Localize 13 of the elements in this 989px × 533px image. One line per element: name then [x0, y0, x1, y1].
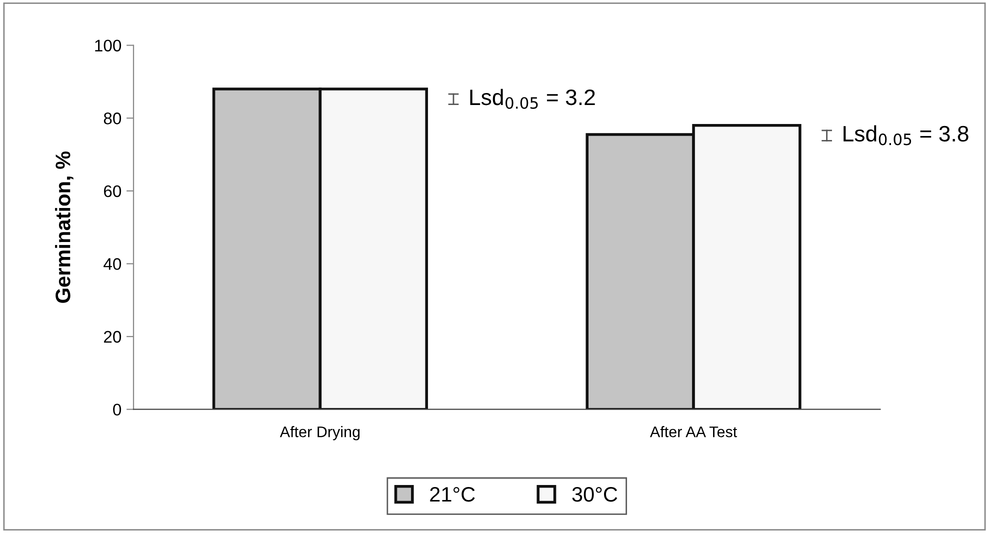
- y-tick-label: 60: [104, 185, 122, 198]
- y-tick-label: 100: [95, 40, 122, 52]
- x-tick-label: After Drying: [280, 426, 360, 440]
- y-tick-label: 0: [113, 404, 122, 416]
- y-axis-title: Germination, %: [55, 151, 74, 303]
- legend-label: 21°C: [430, 487, 475, 502]
- x-tick-label: After AA Test: [650, 426, 738, 438]
- annotation: Lsd$_{0.05}$ = 3.2: [470, 88, 595, 109]
- y-tick-label: 20: [104, 330, 122, 343]
- legend-label: 30°C: [572, 487, 618, 502]
- annotation: Lsd$_{0.05}$ = 3.8: [844, 125, 968, 146]
- y-tick-label: 80: [104, 112, 122, 124]
- y-tick-label: 40: [104, 258, 122, 270]
